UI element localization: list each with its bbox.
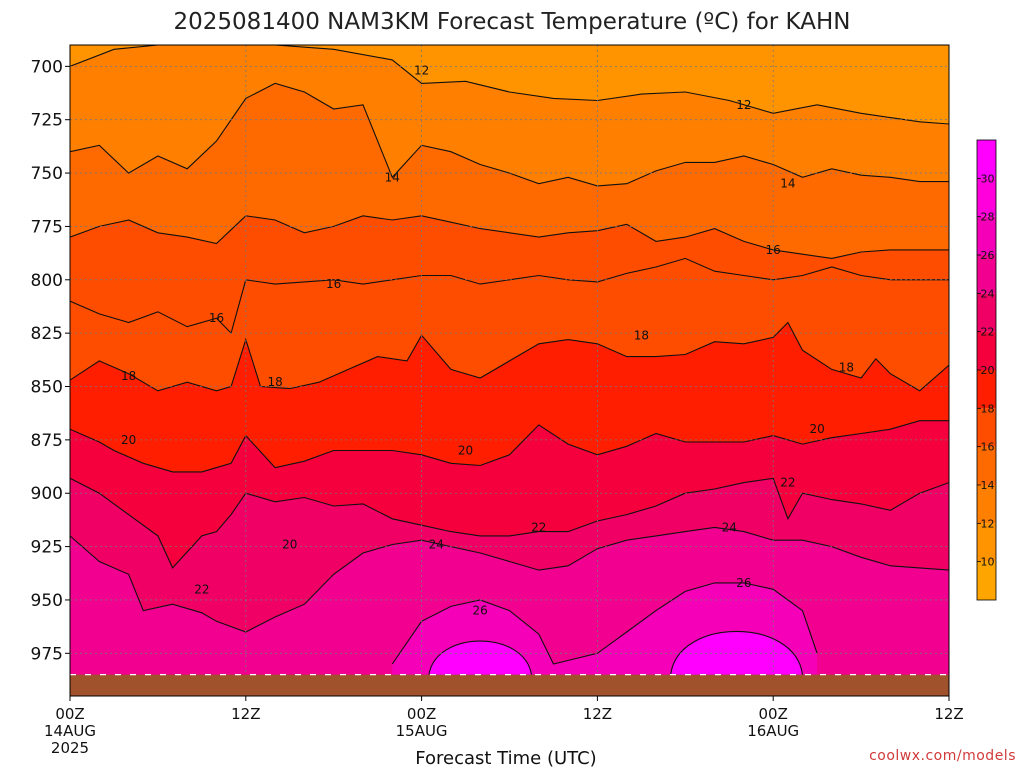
x-tick-date: 14AUG (44, 722, 96, 740)
x-tick-label: 00Z (55, 705, 84, 723)
colorbar-swatch (977, 370, 996, 409)
isotherm-26 (391, 582, 818, 665)
colorbar-swatch (977, 408, 996, 447)
contour-label: 14 (385, 170, 400, 184)
colorbar-swatch (977, 216, 996, 255)
y-tick-label: 800 (31, 271, 63, 291)
core-28-a (428, 641, 532, 675)
contour-label: 26 (736, 576, 751, 590)
ground-fill (70, 674, 949, 696)
contour-label: 14 (780, 177, 795, 191)
isotherm-20 (70, 420, 949, 473)
colorbar-swatch (977, 446, 996, 485)
contour-label: 20 (810, 422, 825, 436)
contour-label: 16 (209, 311, 224, 325)
colorbar-swatch (977, 178, 996, 217)
source-credit[interactable]: coolwx.com/models (869, 748, 1016, 764)
colorbar-swatch (977, 255, 996, 294)
y-tick-label: 850 (31, 378, 63, 398)
colorbar-swatch (977, 140, 996, 179)
colorbar-swatch (977, 331, 996, 370)
contour-label: 22 (531, 520, 546, 534)
y-tick-label: 725 (31, 111, 63, 131)
temperature-bands (70, 45, 949, 696)
contour-label: 26 (473, 604, 488, 618)
contour-label: 18 (634, 328, 649, 342)
isotherm-16 (70, 215, 949, 259)
colorbar-label: 24 (981, 287, 995, 300)
contour-label: 22 (194, 582, 209, 596)
colorbar-swatch (977, 485, 996, 524)
contour-labels: 12 12 14 14 16 16 16 18 18 18 18 20 20 20 20 22 22 22 24 24… (121, 64, 854, 618)
colorbar-swatch (977, 561, 996, 600)
contour-label: 22 (780, 476, 795, 490)
colorbar-label: 30 (981, 172, 995, 185)
colorbar-label: 20 (981, 364, 995, 377)
colorbar-label: 14 (981, 479, 995, 492)
colorbar-swatch (977, 293, 996, 332)
y-tick-label: 825 (31, 324, 63, 344)
y-tick-label: 775 (31, 217, 63, 237)
x-tick-date: 15AUG (396, 722, 448, 740)
y-axis: 700 725 750 775 800 825 850 875 900 925 950 975 (31, 57, 70, 664)
contour-label: 20 (458, 444, 473, 458)
x-axis-title: Forecast Time (UTC) (415, 748, 596, 768)
isotherm-18 (70, 321, 949, 392)
colorbar-label: 26 (981, 249, 995, 262)
isotherm-24 (70, 526, 949, 633)
y-tick-label: 875 (31, 431, 63, 451)
contour-label: 18 (839, 360, 854, 374)
colorbar-label: 16 (981, 441, 995, 454)
contour-label: 24 (429, 537, 444, 551)
isotherm-16 (70, 257, 949, 335)
x-tick-date: 16AUG (747, 722, 799, 740)
colorbar: 10 12 14 16 18 20 22 24 26 28 30 (976, 139, 997, 601)
x-tick-label: 12Z (231, 705, 260, 723)
isotherm-28-a (428, 640, 533, 675)
y-tick-label: 700 (31, 57, 63, 77)
colorbar-label: 18 (981, 402, 995, 415)
x-tick-label: 12Z (934, 705, 963, 723)
colorbar-label: 10 (981, 556, 995, 569)
isotherm-28-b (670, 630, 804, 675)
isotherm-12 (70, 45, 949, 125)
contour-label: 20 (282, 537, 297, 551)
colorbar-label: 28 (981, 211, 995, 224)
contour-label: 12 (736, 98, 751, 112)
contour-label: 12 (414, 64, 429, 78)
contour-label: 18 (121, 369, 136, 383)
x-tick-label: 00Z (407, 705, 436, 723)
x-tick-label: 12Z (583, 705, 612, 723)
y-tick-label: 900 (31, 484, 63, 504)
isotherm-14 (70, 82, 949, 187)
contour-label: 16 (766, 243, 781, 257)
colorbar-label: 12 (981, 517, 995, 530)
ground-surface (70, 674, 949, 696)
chart-title: 2025081400 NAM3KM Forecast Temperature (… (174, 9, 851, 35)
contour-label: 18 (267, 375, 282, 389)
contour-label: 16 (326, 277, 341, 291)
y-tick-label: 925 (31, 538, 63, 558)
colorbar-swatch (977, 523, 996, 562)
y-tick-label: 750 (31, 164, 63, 184)
isotherm-lines (70, 45, 949, 675)
x-tick-label: 00Z (759, 705, 788, 723)
y-tick-label: 975 (31, 644, 63, 664)
x-tick-year: 2025 (51, 739, 89, 757)
contour-label: 20 (121, 433, 136, 447)
y-tick-label: 950 (31, 591, 63, 611)
colorbar-label: 22 (981, 326, 995, 339)
isotherm-22 (70, 477, 949, 569)
plot-frame (69, 44, 950, 697)
contour-label: 24 (722, 520, 737, 534)
